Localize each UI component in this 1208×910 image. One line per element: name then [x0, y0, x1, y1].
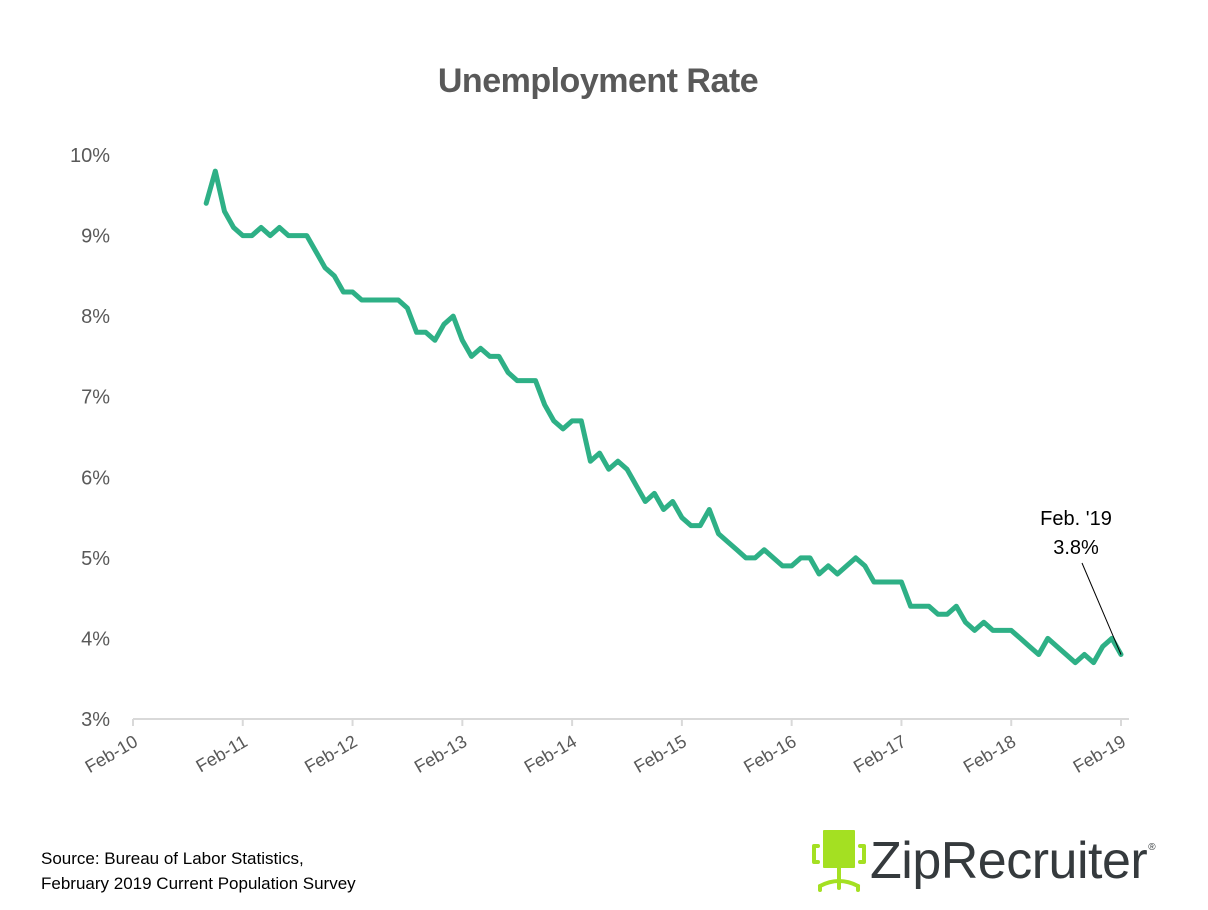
annotation-date: Feb. '19: [1040, 508, 1112, 530]
x-axis: [132, 718, 1129, 726]
unemployment-rate-line: [203, 168, 1124, 666]
annotation-leader-line: [1081, 562, 1122, 655]
office-chair-icon: [812, 830, 866, 892]
x-tick-label: Feb-11: [193, 731, 251, 776]
x-tick-label: Feb-12: [301, 731, 360, 777]
latest-value-annotation: Feb. '19 3.8%: [1040, 508, 1122, 655]
y-tick-label: 3%: [81, 709, 110, 731]
source-line-2: February 2019 Current Population Survey: [41, 874, 356, 893]
y-tick-label: 6%: [81, 467, 110, 489]
y-tick-label: 10%: [70, 145, 110, 167]
source-note: Source: Bureau of Labor Statistics, Febr…: [41, 846, 356, 896]
x-tick-label: Feb-14: [521, 731, 580, 777]
source-line-1: Source: Bureau of Labor Statistics,: [41, 849, 304, 868]
logo-wordmark: ZipRecruiter: [870, 832, 1148, 890]
y-tick-label: 7%: [81, 387, 110, 409]
y-tick-label: 8%: [81, 306, 110, 328]
y-tick-label: 4%: [81, 628, 110, 650]
y-tick-label: 9%: [81, 226, 110, 248]
x-tick-label: Feb-17: [850, 731, 909, 777]
x-axis-tick-labels: Feb-10 Feb-11 Feb-12 Feb-13 Feb-14 Feb-15 Feb-…: [82, 731, 1129, 777]
x-tick-label: Feb-16: [740, 731, 799, 777]
chart-title: Unemployment Rate: [437, 62, 759, 100]
x-tick-label: Feb-19: [1070, 731, 1129, 777]
x-tick-label: Feb-13: [411, 731, 470, 777]
x-tick-label: Feb-10: [82, 731, 141, 777]
y-axis-ticks: 3% 4% 5% 6% 7% 8% 9% 10%: [70, 145, 110, 731]
annotation-value: 3.8%: [1053, 537, 1099, 559]
x-tick-label: Feb-15: [630, 731, 689, 777]
registered-mark: ®: [1148, 841, 1156, 853]
ziprecruiter-logo: ZipRecruiter ®: [810, 826, 1156, 896]
y-tick-label: 5%: [81, 548, 110, 570]
x-tick-label: Feb-18: [960, 731, 1019, 777]
